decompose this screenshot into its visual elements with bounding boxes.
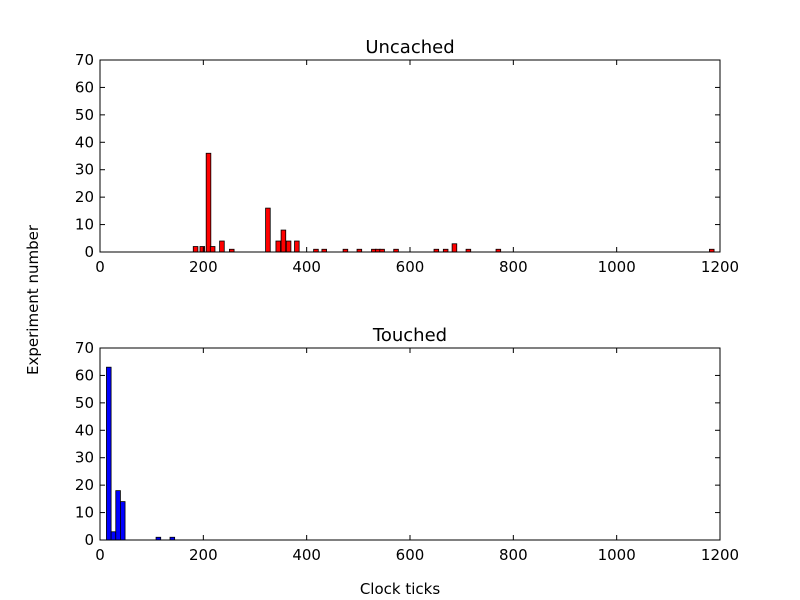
bar (115, 490, 121, 541)
x-tick-label: 600 (396, 546, 425, 564)
y-tick-label: 60 (75, 366, 94, 384)
y-tick-label: 20 (75, 476, 94, 494)
chart-uncached: Uncached 0 200 400 600 800 1000 1200 0 10 20 30 40 5… (75, 37, 739, 276)
bar (209, 246, 216, 253)
bar (205, 152, 212, 253)
y-tick-label: 70 (75, 339, 94, 357)
x-tick-label: 400 (292, 258, 321, 276)
bar (265, 207, 271, 253)
x-tick-label: 200 (189, 546, 218, 564)
y-tick-label: 40 (75, 421, 94, 439)
x-tick-label: 0 (95, 546, 105, 564)
y-tick-label: 60 (75, 78, 94, 96)
x-tick-label: 200 (189, 258, 218, 276)
x-tick-label: 1200 (701, 258, 739, 276)
x-tick-label: 1200 (701, 546, 739, 564)
plot-frame (99, 347, 721, 541)
plot-frame (99, 59, 721, 253)
y-tick-label: 50 (75, 394, 94, 412)
x-tick-label: 400 (292, 546, 321, 564)
bar (280, 229, 287, 253)
x-tick-label: 0 (95, 258, 105, 276)
y-tick-label: 0 (84, 243, 94, 261)
bar (219, 240, 225, 253)
bar (451, 243, 458, 253)
y-tick-label: 70 (75, 51, 94, 69)
x-tick-label: 1000 (598, 546, 636, 564)
y-axis-label: Experiment number (24, 224, 42, 375)
x-tick-label: 800 (499, 258, 528, 276)
chart-title: Touched (372, 325, 447, 346)
chart-title: Uncached (365, 37, 454, 58)
bar (275, 240, 281, 253)
y-tick-label: 10 (75, 504, 94, 522)
bar (199, 246, 206, 253)
bar (106, 366, 112, 541)
x-tick-label: 1000 (598, 258, 636, 276)
ticks: 0 200 400 600 800 1000 1200 0 10 20 30 40 50 60 70 (75, 339, 739, 564)
y-tick-label: 10 (75, 216, 94, 234)
y-tick-label: 50 (75, 106, 94, 124)
chart-touched: Touched 0 200 400 600 800 1000 1200 0 10 20 30 40 50… (75, 325, 739, 564)
y-tick-label: 20 (75, 188, 94, 206)
y-tick-label: 0 (84, 531, 94, 549)
y-tick-label: 30 (75, 161, 94, 179)
ticks: 0 200 400 600 800 1000 1200 0 10 20 30 40 50 60 70 (75, 51, 739, 276)
bars (106, 366, 176, 541)
x-tick-label: 800 (499, 546, 528, 564)
bars (192, 152, 715, 253)
y-tick-label: 30 (75, 449, 94, 467)
x-tick-label: 600 (396, 258, 425, 276)
bar (285, 240, 292, 253)
bar (120, 501, 126, 541)
bar (294, 240, 300, 253)
bar (192, 246, 199, 253)
bar (110, 531, 117, 541)
x-axis-label: Clock ticks (360, 580, 441, 598)
y-tick-label: 40 (75, 133, 94, 151)
